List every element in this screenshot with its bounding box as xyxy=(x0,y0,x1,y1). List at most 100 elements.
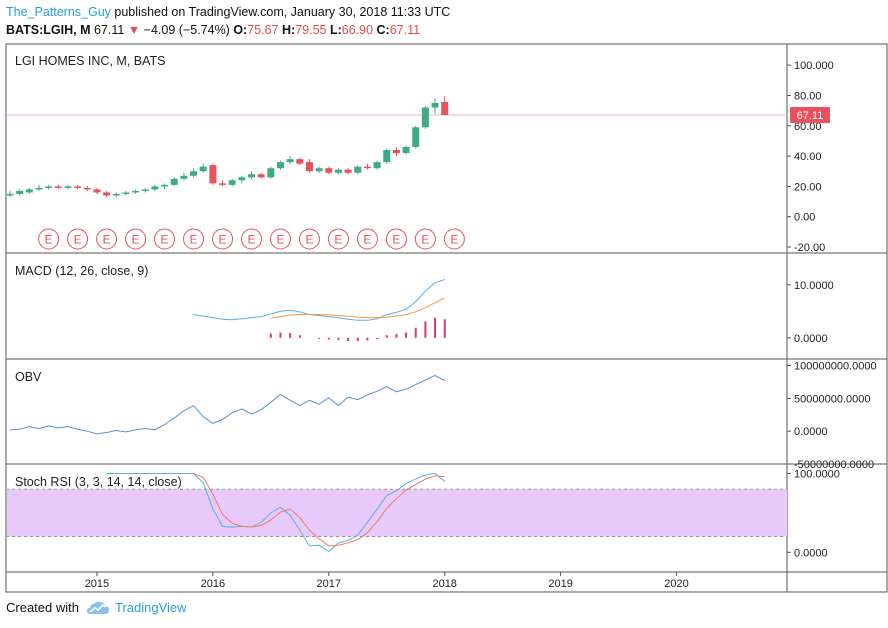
candle-body xyxy=(45,186,53,188)
earnings-marker-label: E xyxy=(392,233,400,247)
tradingview-link[interactable]: TradingView xyxy=(86,600,187,615)
candle-body xyxy=(441,102,449,115)
obv-pane-title: OBV xyxy=(15,370,42,384)
candle-body xyxy=(25,189,33,193)
earnings-marker[interactable] xyxy=(38,228,60,250)
earnings-marker[interactable] xyxy=(269,228,291,250)
candle-body xyxy=(199,166,207,172)
earnings-marker[interactable] xyxy=(356,228,378,250)
quote-line: BATS:LGIH, M 67.11 ▼ −4.09 (−5.74%) O:75… xyxy=(6,21,882,39)
candle-body xyxy=(103,192,111,196)
earnings-marker[interactable] xyxy=(414,228,436,250)
x-tick-label: 2016 xyxy=(201,578,225,590)
macd-y-tick-label: 10.0000 xyxy=(794,280,834,292)
price-change: −4.09 (−5.74%) xyxy=(143,23,230,37)
chart-header: The_Patterns_Guy published on TradingVie… xyxy=(6,3,882,39)
last-price: 67.11 xyxy=(93,23,125,37)
stoch-pane-title: Stoch RSI (3, 3, 14, 14, close) xyxy=(15,475,182,489)
earnings-marker[interactable] xyxy=(67,228,89,250)
candle-body xyxy=(373,162,381,169)
candle-body xyxy=(93,189,101,193)
earnings-marker[interactable] xyxy=(298,228,320,250)
x-tick-label: 2019 xyxy=(548,578,572,590)
tradingview-cloud-icon xyxy=(86,601,109,614)
candle-body xyxy=(248,174,255,178)
earnings-marker-label: E xyxy=(74,233,82,247)
candle-body xyxy=(286,159,294,163)
candle-body xyxy=(219,183,227,185)
open-label: O: xyxy=(233,23,248,37)
earnings-marker[interactable] xyxy=(327,228,349,250)
macd-pane-title: MACD (12, 26, close, 9) xyxy=(15,264,148,278)
macd-line xyxy=(193,279,445,321)
earnings-marker[interactable] xyxy=(96,228,118,250)
earnings-marker[interactable] xyxy=(241,228,262,250)
candle-body xyxy=(354,166,362,173)
candle-body xyxy=(431,103,439,108)
open-value: 75.67 xyxy=(247,23,279,37)
earnings-marker-label: E xyxy=(421,233,429,247)
candle-body xyxy=(132,190,140,193)
published-text: published on TradingView.com, January 30… xyxy=(114,5,451,19)
candle-body xyxy=(7,193,14,196)
candle-body xyxy=(383,150,391,163)
macd-signal-line xyxy=(270,297,445,319)
obv-y-tick-label: 100000000.0000 xyxy=(794,361,877,373)
candle-body xyxy=(228,180,236,185)
candle-body xyxy=(363,166,371,169)
candle-body xyxy=(180,175,188,179)
earnings-marker-label: E xyxy=(450,233,458,247)
earnings-marker[interactable] xyxy=(154,228,176,250)
author-link[interactable]: The_Patterns_Guy xyxy=(6,5,111,19)
candle-body xyxy=(344,169,352,173)
candle-body xyxy=(315,168,323,172)
candle-body xyxy=(35,187,43,190)
price-y-tick-label: 0.00 xyxy=(794,212,815,224)
x-tick-label: 2015 xyxy=(85,578,109,590)
last-price-tag-label: 67.11 xyxy=(797,110,824,122)
stoch-y-tick-label: 0.0000 xyxy=(794,547,828,559)
candle-body xyxy=(161,184,169,187)
price-y-tick-label: 40.00 xyxy=(794,151,822,163)
stoch-plot[interactable] xyxy=(6,472,787,553)
high-label: H: xyxy=(281,23,296,37)
obv-y-tick-label: -50000000.0000 xyxy=(794,459,874,471)
candle-body xyxy=(257,174,265,178)
earnings-marker[interactable] xyxy=(443,228,465,250)
last-price-tag xyxy=(790,106,830,123)
down-triangle-icon: ▼ xyxy=(127,23,141,37)
earnings-marker[interactable] xyxy=(125,228,147,250)
candle-body xyxy=(392,150,400,154)
earnings-marker[interactable] xyxy=(212,228,234,250)
candle-body xyxy=(325,168,333,173)
x-tick-label: 2018 xyxy=(432,578,456,590)
price-pane-title: LGI HOMES INC, M, BATS xyxy=(15,54,165,68)
candle-body xyxy=(151,186,159,190)
publish-line: The_Patterns_Guy published on TradingVie… xyxy=(6,3,882,21)
candle-body xyxy=(141,189,149,191)
macd-plot[interactable] xyxy=(193,279,446,341)
candle-body xyxy=(112,193,120,196)
obv-y-tick-label: 0.0000 xyxy=(794,426,828,438)
price-y-tick-label: 20.00 xyxy=(794,181,822,193)
chart-frame xyxy=(5,43,888,593)
candle-body xyxy=(83,187,91,190)
candle-body xyxy=(74,186,82,188)
stoch-d-line xyxy=(193,472,445,547)
low-value: 66.90 xyxy=(341,23,374,37)
stoch-y-tick-label: 100.0000 xyxy=(794,468,840,480)
candle-body xyxy=(64,186,72,188)
earnings-marker-label: E xyxy=(161,233,169,247)
candle-body xyxy=(305,162,313,172)
earnings-marker[interactable] xyxy=(183,228,205,250)
created-with-text: Created with xyxy=(6,600,79,615)
earnings-marker-label: E xyxy=(305,233,313,247)
earnings-marker-label: E xyxy=(219,233,227,247)
candle-body xyxy=(209,165,217,184)
earnings-marker[interactable] xyxy=(385,228,407,250)
obv-plot[interactable] xyxy=(9,374,445,435)
obv-line xyxy=(9,374,445,435)
candle-body xyxy=(412,127,420,147)
